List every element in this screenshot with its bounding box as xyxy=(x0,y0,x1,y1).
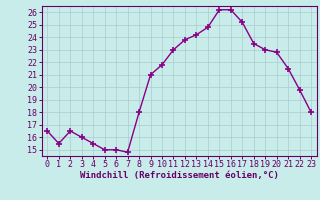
X-axis label: Windchill (Refroidissement éolien,°C): Windchill (Refroidissement éolien,°C) xyxy=(80,171,279,180)
